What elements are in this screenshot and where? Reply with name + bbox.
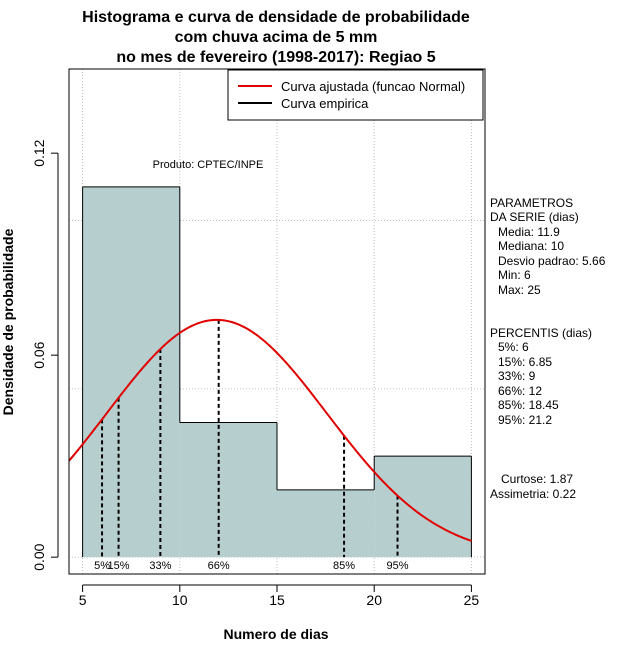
percentile-label: 66% <box>208 560 230 572</box>
histogram-bar <box>374 456 472 558</box>
normal-curve <box>68 318 472 542</box>
y-tick-label: 0.12 <box>31 139 47 166</box>
percentile-label: 15% <box>108 560 130 572</box>
histogram-bar <box>82 186 180 558</box>
param-max: Max: 25 <box>498 283 541 297</box>
percentile-labels: 5%15% 33% 66% 85% 95% <box>94 560 409 572</box>
histogram-bar <box>179 422 277 558</box>
percentis-title: PERCENTIS (dias) <box>490 326 592 340</box>
param-media: Media: 11.9 <box>498 225 560 239</box>
side-panel: PARAMETROS DA SERIE (dias) Media: 11.9 M… <box>490 196 606 501</box>
curtose: Curtose: 1.87 <box>501 472 573 486</box>
x-tick-label: 25 <box>464 592 480 608</box>
percentil-95: 95%: 21.2 <box>498 413 552 427</box>
percentil-85: 85%: 18.45 <box>498 398 559 412</box>
title-line-2: com chuva acima de 5 mm <box>175 29 378 46</box>
legend: Curva ajustada (funcao Normal) Curva emp… <box>227 69 484 121</box>
x-tick-label: 15 <box>269 592 285 608</box>
title-line-1: Histograma e curva de densidade de proba… <box>82 9 470 26</box>
legend-label-fitted: Curva ajustada (funcao Normal) <box>281 79 465 94</box>
percentil-5: 5%: 6 <box>498 340 529 354</box>
assimetria: Assimetria: 0.22 <box>490 487 576 501</box>
legend-label-empirical: Curva empirica <box>281 96 369 111</box>
title-line-3: no mes de fevereiro (1998-2017): Regiao … <box>116 49 435 66</box>
x-axis-label: Numero de dias <box>223 626 328 642</box>
percentil-66: 66%: 12 <box>498 384 542 398</box>
param-desvio: Desvio padrao: 5.66 <box>498 254 606 268</box>
param-mediana: Mediana: 10 <box>498 239 564 253</box>
x-tick-label: 10 <box>172 592 188 608</box>
y-tick-label: 0.00 <box>31 543 47 570</box>
percentile-label: 5% <box>94 560 110 572</box>
x-tick-label: 5 <box>79 592 87 608</box>
params-title-1: PARAMETROS <box>490 196 573 210</box>
percentil-33: 33%: 9 <box>498 369 536 383</box>
source-note: Produto: CPTEC/INPE <box>153 159 264 171</box>
plot-frame <box>68 68 486 575</box>
histogram-bars <box>82 186 472 558</box>
percentile-label: 95% <box>387 560 409 572</box>
legend-box <box>227 69 484 121</box>
percentile-label: 33% <box>149 560 171 572</box>
x-axis: 5 10 15 20 25 <box>79 584 480 608</box>
y-axis: 0.00 0.06 0.12 <box>31 139 59 571</box>
histogram-bar <box>277 489 375 558</box>
percentile-label: 85% <box>333 560 355 572</box>
param-min: Min: 6 <box>498 268 531 282</box>
percentile-lines <box>101 319 399 558</box>
params-title-2: DA SERIE (dias) <box>490 210 579 224</box>
y-axis-label: Densidade de probabilidade <box>0 228 16 415</box>
percentil-15: 15%: 6.85 <box>498 355 552 369</box>
x-tick-label: 20 <box>366 592 382 608</box>
y-tick-label: 0.06 <box>31 341 47 368</box>
